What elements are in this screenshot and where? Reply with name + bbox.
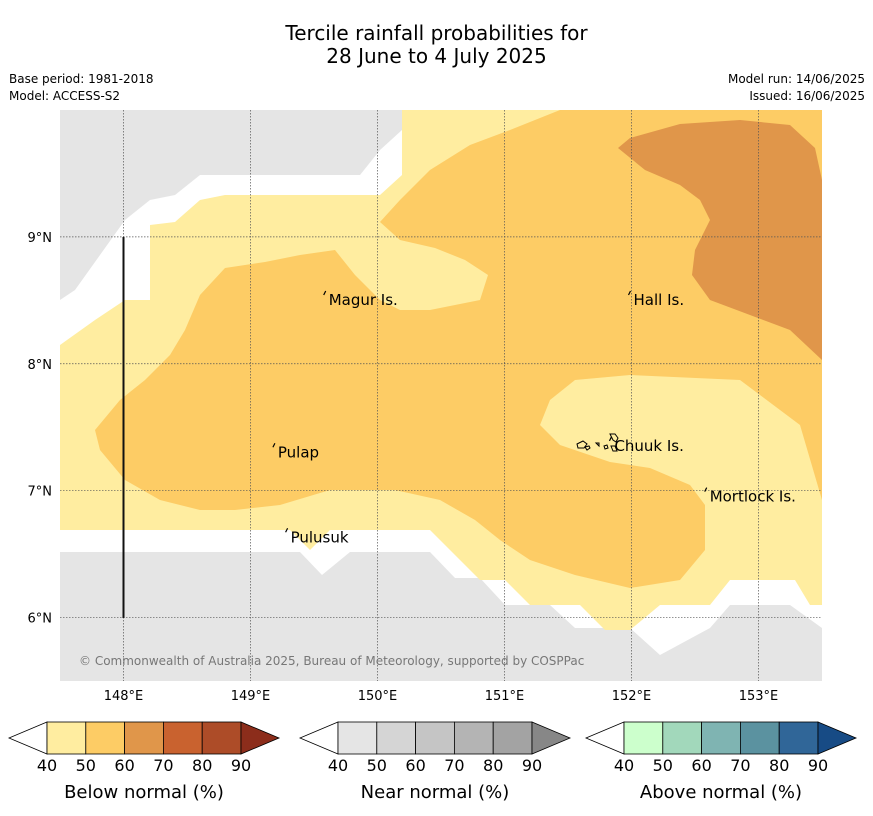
axis-tick-labels: 148°E 149°E 150°E 151°E 152°E 153°E 6°N 7°N 8°N 9…	[28, 231, 779, 704]
copyright-text: © Commonwealth of Australia 2025, Bureau…	[79, 654, 584, 668]
colorbar: 40 50 60 70 80 90 Above normal (%)	[584, 721, 858, 803]
place-label: Pulap	[278, 443, 319, 461]
colorbars: 40 50 60 70 80 90 Below normal (%) 40 50 60 70 80 90…	[7, 721, 858, 803]
below-normal-50-60	[95, 110, 822, 588]
chart-title: Tercile rainfall probabilities for 28 Ju…	[0, 22, 873, 68]
colorbar-tick-label: 60	[114, 756, 134, 775]
y-tick-label: 7°N	[28, 485, 53, 500]
place-label: Magur Is.	[329, 291, 398, 309]
colorbar-segment	[85, 721, 126, 755]
colorbar-high-arrow	[240, 721, 281, 755]
colorbar-segment	[623, 721, 664, 755]
x-tick-label: 149°E	[231, 689, 271, 704]
chuuk-islands-icon	[576, 433, 619, 452]
colorbar-low-arrow	[298, 721, 339, 755]
colorbar-high-arrow	[817, 721, 858, 755]
colorbar-segment	[453, 721, 494, 755]
colorbar-tick-label: 80	[769, 756, 789, 775]
colorbar-tick-label: 80	[483, 756, 503, 775]
island-marker-icon	[627, 290, 632, 296]
y-tick-label: 9°N	[28, 231, 53, 246]
colorbar-tick-label: 70	[153, 756, 173, 775]
colorbar-segment	[778, 721, 819, 755]
colorbar-segment	[337, 721, 378, 755]
colorbar-segment	[492, 721, 533, 755]
colorbar-segment	[415, 721, 455, 755]
place-label: Chuuk Is.	[614, 437, 683, 455]
colorbar-tick-label: 50	[76, 756, 96, 775]
place-labels: Magur Is. Hall Is. Pulap Chuuk Is. Mortlock …	[272, 290, 796, 546]
colorbar-tick-label: 40	[328, 756, 348, 775]
colorbar-tick-label: 90	[522, 756, 542, 775]
colorbar-label: Below normal (%)	[64, 782, 224, 803]
colorbar-tick-label: 70	[730, 756, 750, 775]
meta-left: Base period: 1981-2018 Model: ACCESS-S2	[9, 71, 154, 105]
colorbar-segment	[162, 721, 203, 755]
colorbar-segment	[662, 721, 702, 755]
meta-right: Model run: 14/06/2025 Issued: 16/06/2025	[728, 71, 865, 105]
place-label: Hall Is.	[634, 291, 685, 309]
issued-date: Issued: 16/06/2025	[749, 89, 865, 103]
colorbar-tick-label: 60	[691, 756, 711, 775]
colorbar-segment	[701, 721, 741, 755]
place-label: Pulusuk	[291, 528, 349, 546]
colorbar-segment	[124, 721, 164, 755]
colorbar-high-arrow	[531, 721, 572, 755]
colorbar-label: Above normal (%)	[640, 782, 802, 803]
colorbar-segment	[740, 721, 780, 755]
y-tick-label: 6°N	[28, 612, 53, 627]
title-line-2: 28 June to 4 July 2025	[326, 44, 547, 68]
colorbar-tick-label: 50	[367, 756, 387, 775]
colorbar-tick-label: 80	[192, 756, 212, 775]
colorbar-tick-label: 90	[231, 756, 251, 775]
colorbar-segment	[201, 721, 242, 755]
place-label: Mortlock Is.	[710, 488, 796, 506]
model-name: Model: ACCESS-S2	[9, 89, 121, 103]
island-marker-icon	[704, 487, 708, 492]
island-marker-icon	[272, 442, 276, 448]
colorbar-low-arrow	[584, 721, 625, 755]
x-tick-label: 153°E	[739, 689, 779, 704]
island-marker-icon	[285, 528, 289, 533]
colorbar-label: Near normal (%)	[361, 782, 510, 803]
model-run: Model run: 14/06/2025	[727, 72, 865, 86]
colorbar: 40 50 60 70 80 90 Below normal (%)	[7, 721, 281, 803]
y-tick-label: 8°N	[28, 358, 53, 373]
colorbar-tick-label: 50	[653, 756, 673, 775]
x-tick-label: 152°E	[612, 689, 652, 704]
colorbar: 40 50 60 70 80 90 Near normal (%)	[298, 721, 572, 803]
colorbar-segment	[46, 721, 87, 755]
below-normal-60-70	[618, 120, 822, 360]
title-line-1: Tercile rainfall probabilities for	[285, 21, 588, 45]
x-tick-label: 151°E	[485, 689, 525, 704]
x-tick-label: 148°E	[104, 689, 144, 704]
colorbar-low-arrow	[7, 721, 48, 755]
island-marker-icon	[323, 290, 327, 296]
base-period: Base period: 1981-2018	[9, 72, 154, 86]
near-normal-region-north	[60, 110, 402, 300]
colorbar-tick-label: 70	[444, 756, 464, 775]
colorbar-segment	[376, 721, 416, 755]
map-fields	[60, 110, 822, 681]
island-marker-icon	[608, 436, 612, 442]
x-tick-label: 150°E	[358, 689, 398, 704]
colorbar-tick-label: 40	[614, 756, 634, 775]
colorbar-tick-label: 90	[808, 756, 828, 775]
colorbar-tick-label: 60	[405, 756, 425, 775]
colorbar-tick-label: 40	[37, 756, 57, 775]
